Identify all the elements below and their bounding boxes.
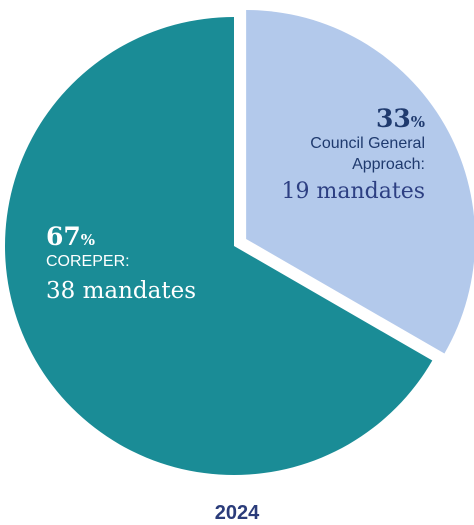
- coreper-percent-value: 67: [46, 222, 81, 251]
- council-category: Council General Approach:: [310, 135, 425, 173]
- chart-title-year: 2024: [214, 502, 260, 524]
- coreper-count: 38 mandates: [46, 278, 197, 304]
- coreper-percent: 67%: [46, 222, 196, 251]
- council-percent-value: 33: [375, 104, 411, 133]
- council-percent-sign: %: [410, 113, 425, 131]
- council-percent: 33%: [275, 104, 425, 133]
- pie-slice-council-general-approach: [246, 10, 474, 354]
- coreper-slice-label: 67% COREPER: 38 mandates: [46, 222, 196, 304]
- council-count: 19 mandates: [281, 179, 425, 204]
- coreper-percent-sign: %: [80, 231, 96, 249]
- council-slice-label: 33% Council General Approach: 19 mandate…: [275, 104, 425, 204]
- pie-slice-coreper: [5, 17, 433, 475]
- coreper-category: COREPER:: [46, 253, 130, 270]
